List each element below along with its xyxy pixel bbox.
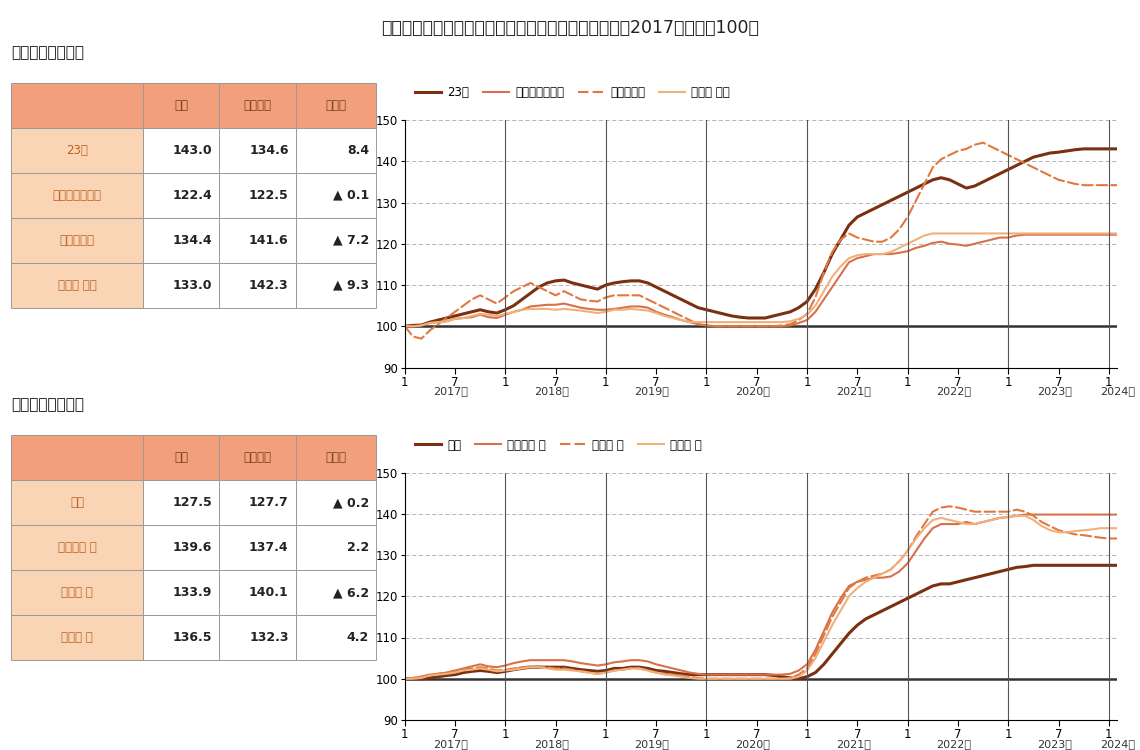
Text: 142.3: 142.3: [249, 278, 288, 292]
Bar: [219, 172, 296, 217]
Bar: [296, 615, 376, 660]
Text: 千葉県 他: 千葉県 他: [62, 631, 93, 644]
Text: 2019年: 2019年: [635, 739, 669, 748]
Text: 【中心４エリア】: 【中心４エリア】: [11, 45, 84, 60]
Text: 2022年: 2022年: [936, 386, 971, 396]
Bar: [219, 217, 296, 262]
Text: 2023年: 2023年: [1037, 386, 1072, 396]
Bar: [142, 525, 219, 570]
Text: 2019年: 2019年: [635, 386, 669, 396]
Bar: [142, 262, 219, 308]
Text: ▲ 7.2: ▲ 7.2: [333, 233, 369, 247]
Text: 埼玉県 他: 埼玉県 他: [62, 586, 93, 599]
Text: さいたま市: さいたま市: [59, 233, 95, 247]
Text: 134.4: 134.4: [172, 233, 212, 247]
Text: 139.6: 139.6: [172, 541, 212, 554]
Text: 2024年: 2024年: [1100, 739, 1134, 748]
Text: 2018年: 2018年: [534, 386, 569, 396]
Bar: [219, 435, 296, 480]
Bar: [296, 172, 376, 217]
Bar: [296, 435, 376, 480]
Text: 136.5: 136.5: [172, 631, 212, 644]
Text: ＜図表２＞　首都圈８エリア　平均価格指数の推移（2017年１月＝100）: ＜図表２＞ 首都圈８エリア 平均価格指数の推移（2017年１月＝100）: [381, 19, 759, 37]
Text: 2020年: 2020年: [735, 386, 770, 396]
Text: 4.2: 4.2: [347, 631, 369, 644]
Bar: [142, 570, 219, 615]
Bar: [296, 82, 376, 128]
Bar: [142, 128, 219, 172]
Text: ▲ 0.1: ▲ 0.1: [333, 188, 369, 202]
Bar: [11, 525, 142, 570]
Bar: [11, 435, 142, 480]
Text: 2021年: 2021年: [836, 739, 871, 748]
Bar: [296, 128, 376, 172]
Text: 都下: 都下: [70, 496, 84, 509]
Text: 前年同月: 前年同月: [244, 451, 271, 464]
Text: 134.6: 134.6: [250, 143, 288, 157]
Text: 前年同月: 前年同月: [244, 98, 271, 112]
Text: 横浜市・川崎市: 横浜市・川崎市: [52, 188, 101, 202]
Bar: [142, 615, 219, 660]
Bar: [142, 172, 219, 217]
Text: 前年差: 前年差: [326, 451, 347, 464]
Bar: [11, 217, 142, 262]
Text: 127.7: 127.7: [249, 496, 288, 509]
Text: 2017年: 2017年: [433, 739, 469, 748]
Text: 当月: 当月: [174, 98, 188, 112]
Bar: [219, 525, 296, 570]
Bar: [11, 128, 142, 172]
Text: 122.4: 122.4: [172, 188, 212, 202]
Text: 2021年: 2021年: [836, 386, 871, 396]
Bar: [142, 82, 219, 128]
Bar: [142, 435, 219, 480]
Text: 133.9: 133.9: [172, 586, 212, 599]
Bar: [11, 262, 142, 308]
Text: 千葉県 西部: 千葉県 西部: [58, 278, 97, 292]
Text: 8.4: 8.4: [347, 143, 369, 157]
Text: 当月: 当月: [174, 451, 188, 464]
Bar: [219, 128, 296, 172]
Text: ▲ 9.3: ▲ 9.3: [333, 278, 369, 292]
Text: 【周辺４エリア】: 【周辺４エリア】: [11, 398, 84, 412]
Bar: [296, 217, 376, 262]
Bar: [219, 480, 296, 525]
Text: 神奈川県 他: 神奈川県 他: [58, 541, 97, 554]
Bar: [142, 217, 219, 262]
Bar: [219, 82, 296, 128]
Text: 2020年: 2020年: [735, 739, 770, 748]
Text: 23区: 23区: [66, 143, 88, 157]
Text: 122.5: 122.5: [249, 188, 288, 202]
Text: 前年差: 前年差: [326, 98, 347, 112]
Bar: [219, 570, 296, 615]
Bar: [219, 615, 296, 660]
Text: ▲ 6.2: ▲ 6.2: [333, 586, 369, 599]
Bar: [296, 570, 376, 615]
Text: 2017年: 2017年: [433, 386, 469, 396]
Text: 2024年: 2024年: [1100, 386, 1134, 396]
Text: 143.0: 143.0: [172, 143, 212, 157]
Bar: [11, 480, 142, 525]
Text: ▲ 0.2: ▲ 0.2: [333, 496, 369, 509]
Text: 140.1: 140.1: [249, 586, 288, 599]
Text: 141.6: 141.6: [249, 233, 288, 247]
Bar: [296, 525, 376, 570]
Bar: [11, 172, 142, 217]
Text: 127.5: 127.5: [172, 496, 212, 509]
Legend: 都下, 神奈川県 他, 埼玉県 他, 千葉県 他: 都下, 神奈川県 他, 埼玉県 他, 千葉県 他: [410, 433, 707, 456]
Text: 133.0: 133.0: [172, 278, 212, 292]
Bar: [11, 82, 142, 128]
Text: 2022年: 2022年: [936, 739, 971, 748]
Bar: [219, 262, 296, 308]
Bar: [296, 480, 376, 525]
Text: 132.3: 132.3: [250, 631, 288, 644]
Bar: [11, 570, 142, 615]
Bar: [142, 480, 219, 525]
Bar: [296, 262, 376, 308]
Text: 137.4: 137.4: [249, 541, 288, 554]
Legend: 23区, 横浜市・川崎市, さいたま市, 千葉県 西部: 23区, 横浜市・川崎市, さいたま市, 千葉県 西部: [410, 81, 734, 104]
Text: 2018年: 2018年: [534, 739, 569, 748]
Text: 2.2: 2.2: [347, 541, 369, 554]
Text: 2023年: 2023年: [1037, 739, 1072, 748]
Bar: [11, 615, 142, 660]
